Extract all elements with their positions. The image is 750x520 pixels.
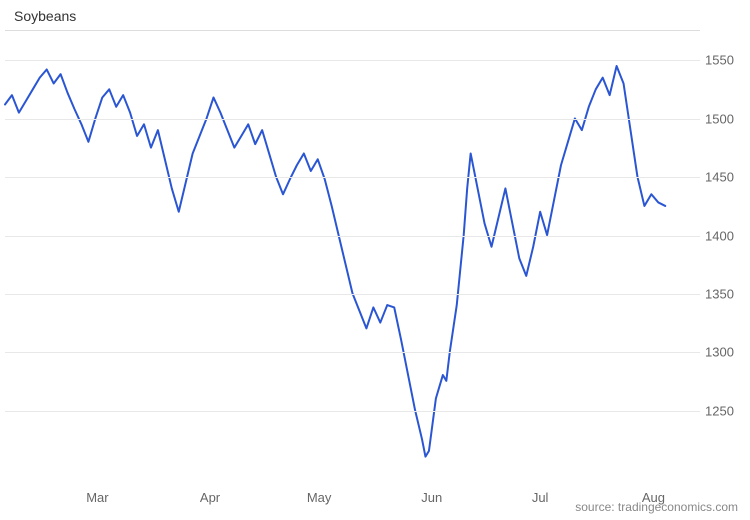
source-label: source: tradingeconomics.com bbox=[575, 500, 738, 514]
y-axis-label: 1500 bbox=[705, 111, 745, 126]
y-axis-label: 1550 bbox=[705, 53, 745, 68]
x-axis-label: Apr bbox=[200, 490, 220, 505]
gridline bbox=[5, 236, 700, 237]
gridline bbox=[5, 60, 700, 61]
y-axis-label: 1350 bbox=[705, 286, 745, 301]
soybeans-chart: Soybeans 1250130013501400145015001550Mar… bbox=[0, 0, 750, 520]
gridline bbox=[5, 411, 700, 412]
plot-area: 1250130013501400145015001550MarAprMayJun… bbox=[5, 30, 700, 480]
x-axis-label: Jul bbox=[532, 490, 549, 505]
gridline bbox=[5, 294, 700, 295]
chart-title: Soybeans bbox=[14, 8, 76, 24]
y-axis-label: 1250 bbox=[705, 403, 745, 418]
x-axis-label: Jun bbox=[421, 490, 442, 505]
y-axis-label: 1300 bbox=[705, 345, 745, 360]
gridline bbox=[5, 352, 700, 353]
x-axis-label: May bbox=[307, 490, 332, 505]
y-axis-label: 1400 bbox=[705, 228, 745, 243]
gridline bbox=[5, 119, 700, 120]
y-axis-label: 1450 bbox=[705, 170, 745, 185]
price-line bbox=[5, 66, 665, 457]
line-chart-svg bbox=[5, 31, 700, 480]
gridline bbox=[5, 177, 700, 178]
x-axis-label: Mar bbox=[86, 490, 108, 505]
